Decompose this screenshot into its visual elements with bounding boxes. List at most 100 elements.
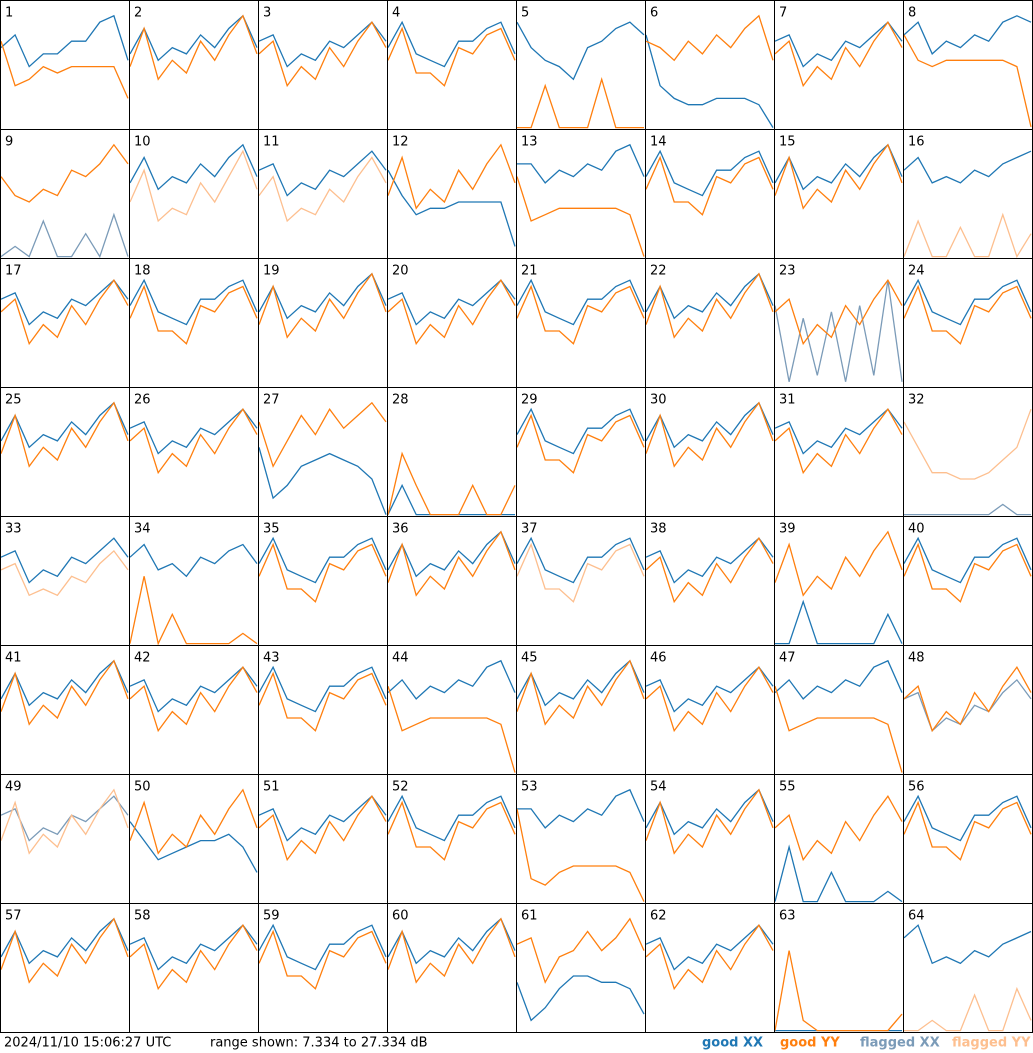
spectrum-line: [645, 401, 774, 468]
spectrum-line: [129, 576, 258, 646]
range-label: range shown: 7.334 to 27.334 dB: [210, 1036, 428, 1051]
panel-number: 37: [521, 522, 538, 537]
spectrum-line: [903, 794, 1032, 842]
panel-number: 52: [392, 780, 409, 795]
spectrum-line: [129, 666, 258, 713]
spectrum-line: [0, 917, 129, 965]
spectrum-line: [387, 279, 516, 326]
spectrum-line: [903, 542, 1032, 603]
legend-entry: flagged YY: [952, 1036, 1031, 1051]
panel-number: 47: [779, 651, 796, 666]
panel-number: 36: [392, 522, 409, 537]
spectrum-line: [258, 447, 387, 515]
panel-number: 53: [521, 780, 538, 795]
spectrum-line: [645, 155, 774, 216]
spectrum-line: [516, 808, 645, 902]
legend-entry: good YY: [780, 1036, 840, 1051]
spectrum-line: [387, 26, 516, 87]
spectrum-line: [645, 788, 774, 855]
spectrum-line: [387, 530, 516, 597]
panel-number: 54: [650, 780, 667, 795]
panel-number: 17: [5, 264, 22, 279]
spectrum-line: [516, 659, 645, 707]
spectrum-line: [0, 401, 129, 449]
spectrum-line: [903, 150, 1032, 184]
panel-number: 32: [908, 393, 925, 408]
spectrum-line: [387, 917, 516, 984]
spectrum-line: [129, 924, 258, 991]
panel-number: 7: [779, 6, 787, 21]
spectrum-line: [903, 284, 1032, 345]
spectrum-line: [645, 272, 774, 320]
panel-number: 50: [134, 780, 151, 795]
panel-number: 1: [5, 6, 13, 21]
spectrum-line: [0, 212, 129, 259]
spectrum-line: [129, 278, 258, 326]
panel-number: 34: [134, 522, 151, 537]
spectrum-line: [645, 666, 774, 713]
spectrum-line: [645, 537, 774, 604]
panel-number: 10: [134, 135, 151, 150]
spectrum-line: [904, 503, 1031, 516]
spectrum-line: [774, 795, 903, 862]
spectrum-line: [645, 149, 774, 197]
spectrum-line: [517, 143, 645, 184]
spectrum-line: [645, 666, 774, 733]
panel-number: 19: [263, 264, 280, 279]
spectrum-line: [0, 14, 129, 68]
panel-number: 35: [263, 522, 280, 537]
spectrum-line: [387, 279, 516, 346]
spectrum-line: [129, 14, 258, 62]
panel-number: 23: [779, 264, 796, 279]
spectrum-line: [516, 407, 645, 455]
panel-number: 30: [650, 393, 667, 408]
spectrum-line: [258, 795, 387, 842]
panel-number: 63: [779, 909, 796, 924]
spectrum-line: [258, 671, 387, 732]
panel-number: 24: [908, 264, 925, 279]
spectrum-line: [774, 659, 903, 700]
spectrum-line: [0, 549, 129, 597]
panel-number: 45: [521, 651, 538, 666]
panel-number: 38: [650, 522, 667, 537]
spectrum-line: [516, 975, 645, 1022]
panel-number: 18: [134, 264, 151, 279]
spectrum-line: [129, 543, 258, 578]
spectrum-line: [645, 401, 774, 449]
spectrum-line: [129, 788, 258, 855]
panel-number: 25: [5, 393, 22, 408]
spectrum-line: [129, 821, 258, 873]
panel-number: 61: [521, 909, 538, 924]
panel-number: 8: [908, 6, 916, 21]
spectrum-line: [129, 408, 258, 475]
panel-number: 62: [650, 909, 667, 924]
spectrum-line: [645, 924, 774, 971]
spectrum-line: [258, 542, 387, 603]
panel-number: 51: [263, 780, 280, 795]
spectrum-line: [0, 279, 129, 326]
spectrum-line: [258, 401, 387, 468]
panel-number: 9: [5, 135, 13, 150]
spectrum-line: [516, 413, 645, 474]
spectrum-line: [129, 149, 258, 223]
panel-number: 20: [392, 264, 409, 279]
panel-number: 12: [392, 135, 409, 150]
spectrum-line: [516, 542, 645, 603]
spectrum-line: [774, 21, 903, 88]
spectrum-line: [0, 659, 129, 726]
spectrum-line: [774, 21, 903, 68]
spectrum-line: [904, 986, 1032, 1032]
panel-number: 27: [263, 393, 280, 408]
spectrum-line: [129, 14, 258, 81]
panel-number: 40: [908, 522, 925, 537]
panel-number: 49: [5, 780, 22, 795]
spectrum-line: [0, 279, 129, 346]
spectrum-line: [0, 788, 129, 855]
spectrum-line: [903, 924, 1032, 965]
spectrum-line: [775, 599, 903, 645]
panel-number: 57: [5, 909, 22, 924]
spectrum-line: [0, 659, 129, 707]
spectrum-line: [774, 686, 903, 773]
spectrum-line: [258, 21, 387, 88]
